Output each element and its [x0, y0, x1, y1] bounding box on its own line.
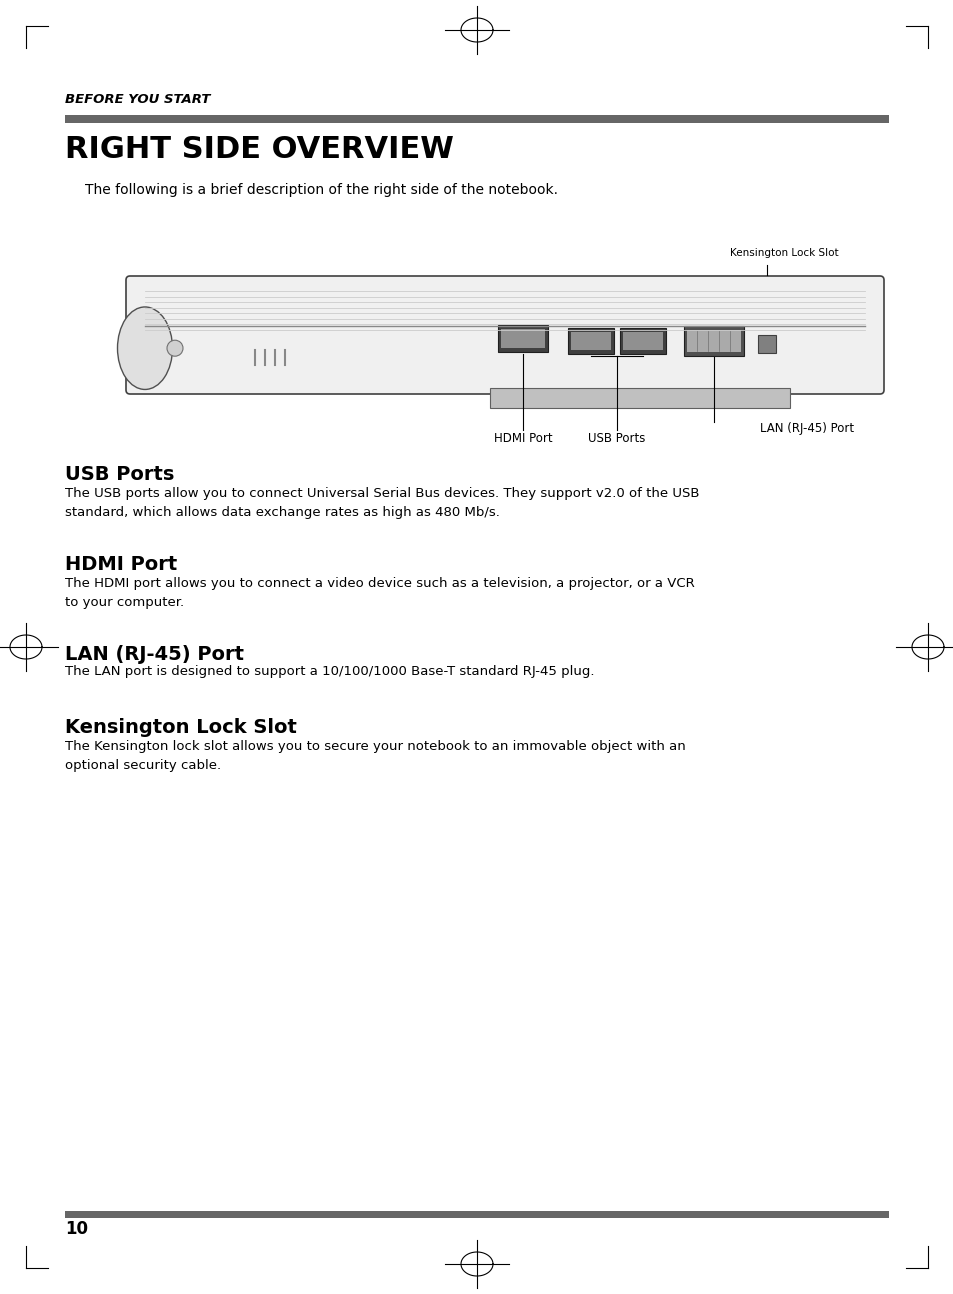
Text: HDMI Port: HDMI Port — [493, 432, 552, 445]
Text: RIGHT SIDE OVERVIEW: RIGHT SIDE OVERVIEW — [65, 135, 454, 164]
Bar — [571, 333, 610, 349]
Text: 10: 10 — [65, 1220, 88, 1238]
Text: Kensington Lock Slot: Kensington Lock Slot — [729, 248, 838, 258]
Bar — [490, 388, 789, 408]
Text: LAN (RJ-45) Port: LAN (RJ-45) Port — [760, 422, 853, 435]
Text: The LAN port is designed to support a 10/100/1000 Base-T standard RJ-45 plug.: The LAN port is designed to support a 10… — [65, 665, 594, 678]
Bar — [567, 327, 614, 355]
Text: The HDMI port allows you to connect a video device such as a television, a proje: The HDMI port allows you to connect a vi… — [65, 577, 694, 609]
Text: The following is a brief description of the right side of the notebook.: The following is a brief description of … — [85, 182, 558, 197]
Bar — [65, 115, 888, 123]
Circle shape — [167, 340, 183, 356]
Bar — [497, 325, 547, 352]
Text: BEFORE YOU START: BEFORE YOU START — [65, 93, 211, 106]
Text: LAN (RJ-45) Port: LAN (RJ-45) Port — [65, 644, 244, 664]
Ellipse shape — [117, 307, 172, 389]
Text: USB Ports: USB Ports — [65, 465, 174, 484]
Bar — [683, 326, 743, 356]
Text: Kensington Lock Slot: Kensington Lock Slot — [65, 718, 296, 738]
Text: HDMI Port: HDMI Port — [65, 555, 177, 575]
Bar — [622, 333, 662, 349]
Bar — [758, 335, 775, 353]
FancyBboxPatch shape — [126, 276, 883, 393]
Text: USB Ports: USB Ports — [588, 432, 645, 445]
Text: The USB ports allow you to connect Universal Serial Bus devices. They support v2: The USB ports allow you to connect Unive… — [65, 487, 699, 519]
Text: The Kensington lock slot allows you to secure your notebook to an immovable obje: The Kensington lock slot allows you to s… — [65, 740, 685, 773]
Bar — [500, 329, 544, 348]
Bar — [619, 327, 665, 355]
Bar — [65, 1211, 888, 1218]
Bar — [686, 330, 740, 352]
